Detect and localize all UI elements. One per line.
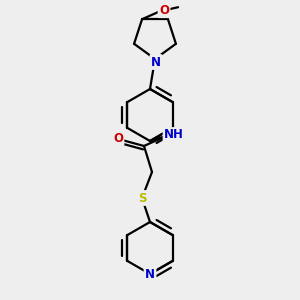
Text: S: S	[138, 191, 146, 205]
Text: N: N	[145, 268, 155, 281]
Text: O: O	[159, 4, 169, 17]
Text: N: N	[151, 56, 161, 68]
Text: NH: NH	[164, 128, 184, 142]
Text: O: O	[113, 131, 123, 145]
